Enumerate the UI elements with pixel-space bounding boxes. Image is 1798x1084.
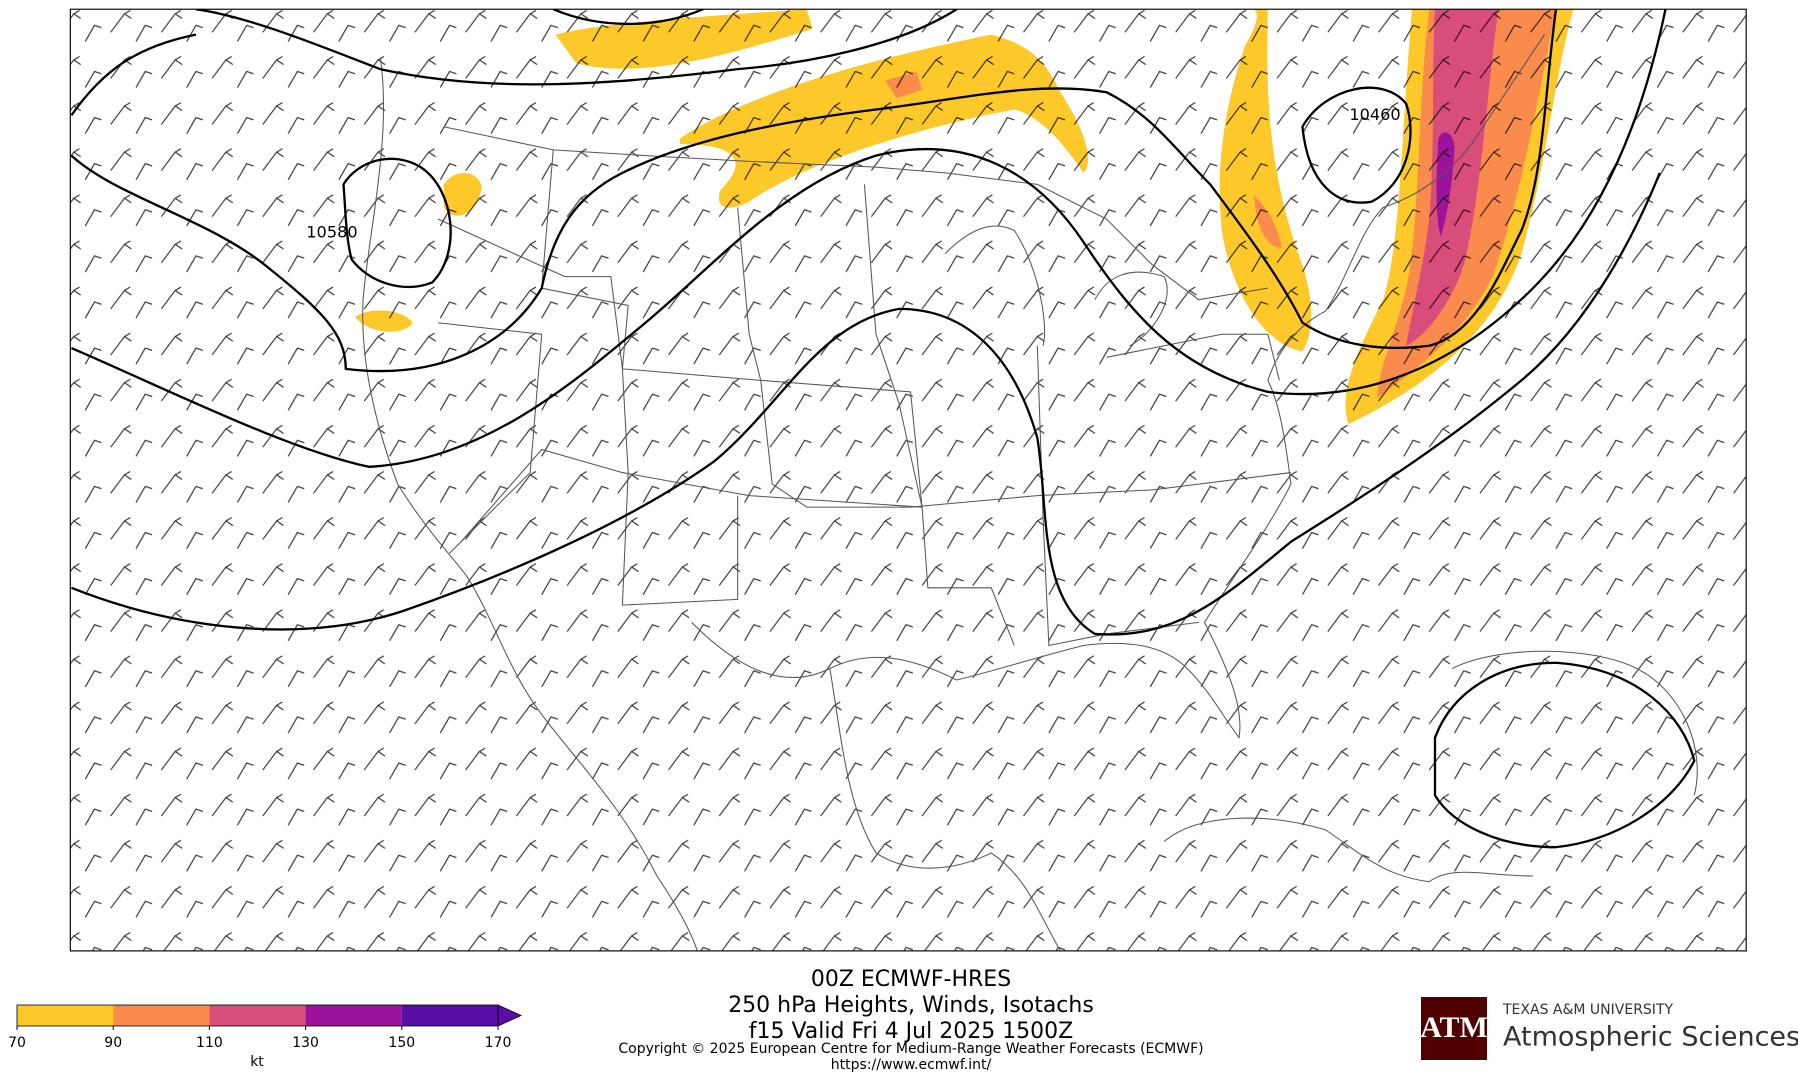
colorbar-tick-label: 90 [104,1035,122,1051]
colorbar-unit: kt [250,1054,264,1070]
logo-mark [1421,997,1487,1060]
colorbar-segment [305,1005,402,1026]
colorbar-tick-label: 150 [388,1035,415,1051]
contour-label: 10580 [306,222,357,241]
colorbar-frame [16,1004,499,1027]
title-line: 250 hPa Heights, Winds, Isotachs [728,993,1094,1018]
source-url: https://www.ecmwf.int/ [831,1057,992,1073]
colorbar-extension [497,1004,522,1027]
title-line: f15 Valid Fri 4 Jul 2025 1500Z [749,1019,1074,1044]
map: 10580 10460 [69,8,1747,952]
wind-barbs [70,9,1747,951]
colorbar-segment [209,1005,306,1026]
colorbar-tick-label: 110 [196,1035,223,1051]
logo-university: TEXAS A&M UNIVERSITY [1502,1002,1673,1018]
colorbar-segment [17,1005,114,1026]
colorbar: 70 90 110 130 150 170 [8,1004,522,1051]
boundaries [362,34,1698,951]
colorbar-segment [113,1005,210,1026]
colorbar-segment [401,1005,498,1026]
logo-department: Atmospheric Sciences [1503,1022,1798,1053]
logo-letters: ATM [1420,1011,1488,1044]
copyright: Copyright © 2025 European Centre for Med… [618,1041,1203,1057]
colorbar-tick-label: 130 [292,1035,319,1051]
map-layers: 10580 10460 [70,9,1747,951]
contour-label: 10460 [1349,105,1400,124]
colorbar-tick-label: 170 [485,1035,512,1051]
colorbar-tick-label: 70 [8,1035,26,1051]
map-frame [69,8,1747,952]
height-contours [70,9,1696,849]
title-line: 00Z ECMWF-HRES [811,967,1011,992]
